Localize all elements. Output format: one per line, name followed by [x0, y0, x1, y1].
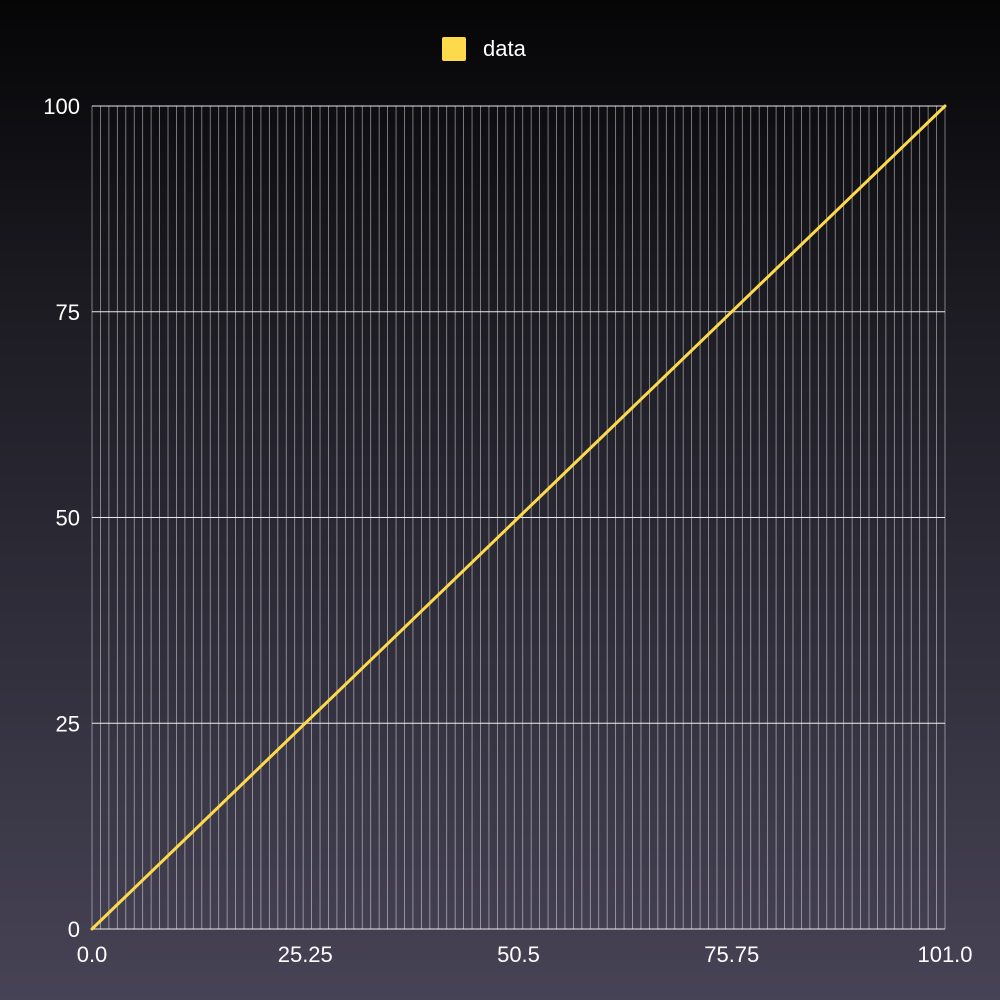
legend-label-data: data — [483, 36, 527, 61]
y-tick-label: 100 — [43, 94, 80, 119]
y-tick-label: 0 — [68, 917, 80, 942]
x-tick-label: 75.75 — [704, 942, 759, 967]
x-axis-tick-labels: 0.0 25.25 50.5 75.75 101.0 — [77, 942, 973, 967]
x-tick-label: 50.5 — [497, 942, 540, 967]
y-tick-label: 75 — [56, 300, 80, 325]
legend: data — [442, 36, 527, 61]
x-tick-label: 101.0 — [917, 942, 972, 967]
x-tick-label: 0.0 — [77, 942, 108, 967]
series-layer — [90, 104, 947, 931]
x-tick-label: 25.25 — [278, 942, 333, 967]
series-line-data — [90, 104, 947, 931]
y-tick-label: 25 — [56, 711, 80, 736]
legend-swatch-data — [442, 37, 466, 61]
y-axis-tick-labels: 0 25 50 75 100 — [43, 94, 80, 942]
y-tick-label: 50 — [56, 506, 80, 531]
